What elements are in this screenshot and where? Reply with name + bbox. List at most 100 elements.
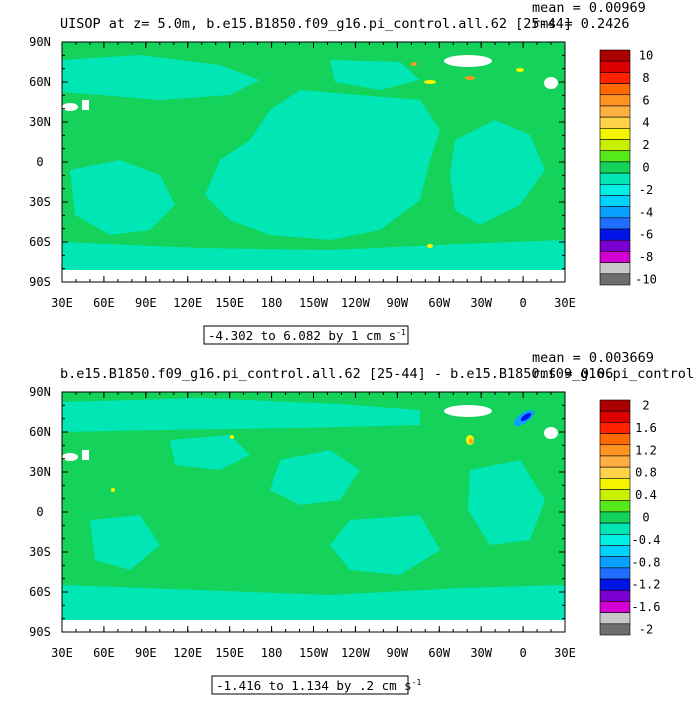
panel-2: b.e15.B1850.f09_g16.pi_control.all.62 [2…	[29, 350, 694, 695]
panel-2-feature-orange	[469, 438, 473, 444]
panel-2-title: b.e15.B1850.f09_g16.pi_control.all.62 [2…	[60, 366, 694, 382]
x-tick-label: 150E	[215, 296, 244, 310]
y-tick-label: 60S	[29, 585, 51, 599]
colorbar-label: -1.2	[632, 578, 661, 592]
panel-1-mean: mean = 0.00969	[532, 0, 646, 16]
panel-2-mean: mean = 0.003669	[532, 350, 654, 366]
colorbar-label: 6	[642, 93, 649, 107]
x-tick-label: 180	[261, 646, 283, 660]
y-tick-label: 90S	[29, 275, 51, 289]
panel-2-greenland	[444, 405, 492, 417]
x-tick-label: 0	[519, 646, 526, 660]
y-tick-label: 90N	[29, 385, 51, 399]
colorbar-swatch	[599, 612, 631, 625]
panel-1-pacific-cyan	[205, 90, 440, 240]
panel-2-contour-info-box	[211, 675, 409, 695]
colorbar-swatch	[599, 601, 631, 613]
colorbar-swatch	[599, 489, 631, 502]
colorbar-swatch	[599, 239, 631, 252]
x-tick-label: 90E	[135, 296, 157, 310]
colorbar-swatch	[599, 433, 631, 446]
colorbar-swatch	[599, 567, 631, 580]
colorbar-swatch	[599, 511, 631, 524]
colorbar-swatch	[599, 589, 631, 602]
panel-1-title: UISOP at z= 5.0m, b.e15.B1850.f09_g16.pi…	[60, 16, 572, 32]
colorbar-swatch	[599, 228, 631, 241]
panel-2-south-band	[62, 585, 565, 622]
panel-1-atlantic-cyan	[450, 120, 545, 225]
panel-2-colorbar: 2 1.6 1.2 0.8 0.4 0 -0.4 -0.8 -1.2 -1.6 -2	[599, 399, 661, 636]
colorbar-label: 2	[642, 138, 649, 152]
colorbar-swatch	[599, 273, 631, 286]
colorbar-swatch	[599, 172, 631, 185]
colorbar-swatch	[599, 422, 631, 434]
panel-2-axes: 30E 60E 90E 120E 150E 180 150W 120W 90W 60W 30W 0 30…	[29, 385, 576, 660]
x-tick-label: 30E	[554, 296, 576, 310]
panel-1-colorbar: 10 8 6 4 2 0 -2 -4 -6 -8 -10	[599, 49, 657, 286]
panel-1-greenland	[444, 55, 492, 67]
colorbar-swatch	[599, 444, 631, 457]
colorbar-swatch	[599, 623, 631, 636]
colorbar-swatch	[599, 195, 631, 207]
x-tick-label: 0	[519, 296, 526, 310]
panel-1-feature-yellow-2	[516, 68, 524, 72]
colorbar-swatch	[599, 262, 631, 275]
panel-1-indian-cyan	[70, 160, 175, 235]
colorbar-swatch	[599, 139, 631, 152]
colorbar-label: -0.4	[632, 533, 661, 547]
x-tick-label: 120E	[173, 296, 202, 310]
colorbar-label: -8	[639, 250, 653, 264]
colorbar-label: 0.8	[635, 466, 657, 480]
colorbar-label: 2	[642, 399, 649, 413]
panel-2-rms: rms = 0.06	[532, 366, 613, 382]
colorbar-swatch	[599, 116, 631, 129]
colorbar-label: -2	[639, 183, 653, 197]
y-tick-label: 60N	[29, 425, 51, 439]
y-tick-label: 0	[36, 505, 43, 519]
colorbar-swatch	[599, 455, 631, 468]
x-tick-label: 150W	[299, 646, 329, 660]
y-tick-label: 30N	[29, 465, 51, 479]
colorbar-swatch	[599, 217, 631, 230]
panel-2-atlantic-cyan	[468, 460, 545, 545]
x-tick-label: 60W	[428, 296, 450, 310]
panel-1: UISOP at z= 5.0m, b.e15.B1850.f09_g16.pi…	[29, 0, 657, 345]
x-tick-label: 120W	[341, 296, 371, 310]
colorbar-label: 0	[642, 161, 649, 175]
colorbar-swatch	[599, 545, 631, 557]
panel-2-arctic-patch-2	[544, 427, 558, 439]
x-tick-label: 60W	[428, 646, 450, 660]
colorbar-swatch	[599, 150, 631, 163]
colorbar-label: -1.6	[632, 600, 661, 614]
x-tick-label: 90W	[386, 646, 408, 660]
x-tick-label: 150E	[215, 646, 244, 660]
colorbar-swatch	[599, 522, 631, 535]
y-tick-label: 90N	[29, 35, 51, 49]
colorbar-swatch	[599, 83, 631, 96]
y-tick-label: 30S	[29, 195, 51, 209]
colorbar-swatch	[599, 466, 631, 479]
colorbar-label: 1.2	[635, 443, 657, 457]
colorbar-swatch	[599, 206, 631, 219]
panel-1-arctic-patch	[62, 103, 78, 111]
colorbar-swatch	[599, 60, 631, 73]
x-tick-label: 60E	[93, 646, 115, 660]
x-tick-label: 60E	[93, 296, 115, 310]
panel-2-feature-blue	[520, 412, 532, 422]
panel-1-contour-info-box	[203, 325, 409, 345]
colorbar-swatch	[599, 500, 631, 513]
colorbar-swatch	[599, 161, 631, 174]
colorbar-swatch	[599, 105, 631, 118]
panel-2-mid-cyan	[170, 435, 250, 470]
colorbar-swatch	[599, 533, 631, 546]
x-tick-label: 120E	[173, 646, 202, 660]
colorbar-swatch	[599, 183, 631, 196]
panel-2-feature-yellow-2	[230, 435, 234, 439]
y-tick-label: 30S	[29, 545, 51, 559]
colorbar-swatch	[599, 399, 631, 412]
x-tick-label: 30E	[51, 296, 73, 310]
x-tick-label: 150W	[299, 296, 329, 310]
panel-2-island	[82, 450, 89, 460]
colorbar-label: -0.8	[632, 555, 661, 569]
